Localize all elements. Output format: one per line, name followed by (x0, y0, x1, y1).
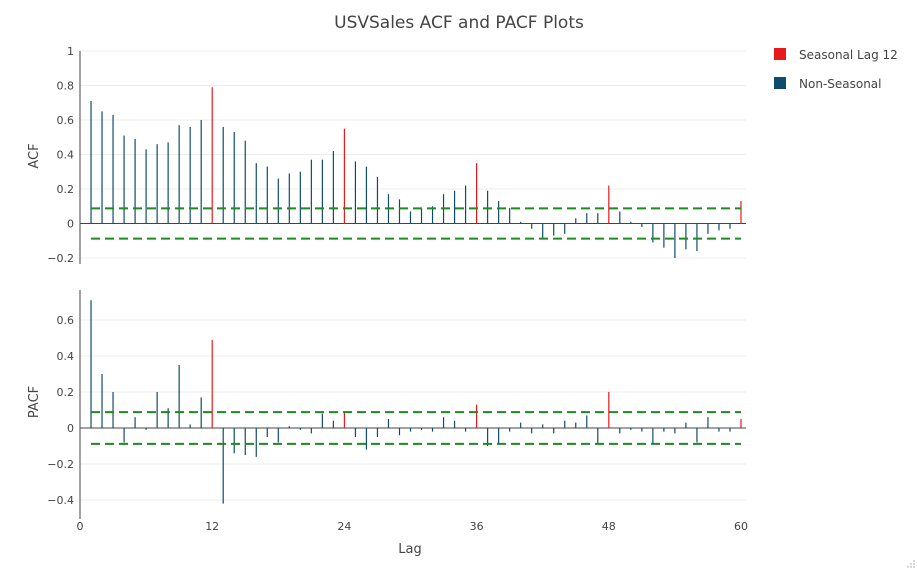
legend-swatch-seasonal (774, 48, 786, 60)
pacf-y-tick-label: −0.2 (47, 458, 74, 471)
legend-item-seasonal[interactable]: Seasonal Lag 12 (774, 48, 898, 62)
x-tick-label: 48 (602, 520, 616, 533)
x-tick-label: 36 (470, 520, 484, 533)
acf-y-tick-label: 0.4 (57, 149, 75, 162)
legend-label-seasonal: Seasonal Lag 12 (799, 48, 898, 62)
acf-confidence-lines (91, 207, 741, 240)
chart-title: USVSales ACF and PACF Plots (334, 13, 584, 33)
pacf-bars (90, 300, 742, 504)
pacf-panel: −0.4 −0.2 0 0.2 0.4 0.6 PACF (27, 290, 746, 519)
pacf-y-tick-labels: −0.4 −0.2 0 0.2 0.4 0.6 (47, 314, 74, 507)
pacf-y-tick-label: 0.2 (57, 386, 75, 399)
x-tick-label: 0 (77, 520, 84, 533)
acf-gridlines (79, 50, 746, 264)
pacf-axis-title: PACF (27, 386, 42, 418)
acf-y-tick-label: 1 (67, 45, 74, 58)
acf-y-tick-label: 0.8 (57, 80, 75, 93)
x-tick-label: 60 (734, 520, 748, 533)
legend-item-non-seasonal[interactable]: Non-Seasonal (774, 77, 882, 91)
x-tick-label: 12 (205, 520, 219, 533)
pacf-y-tick-label: 0 (67, 422, 74, 435)
x-tick-label: 24 (337, 520, 351, 533)
acf-y-tick-labels: −0.2 0 0.2 0.4 0.6 0.8 1 (47, 45, 74, 265)
x-tick-labels: 0 12 24 36 48 60 (77, 520, 749, 533)
pacf-gridlines (79, 290, 746, 519)
pacf-confidence-lines (91, 411, 741, 445)
acf-bars (90, 87, 742, 258)
x-axis-title: Lag (398, 542, 421, 557)
legend[interactable]: Seasonal Lag 12 Non-Seasonal (774, 48, 898, 91)
acf-y-tick-label: 0 (67, 218, 74, 231)
acf-y-tick-label: 0.2 (57, 183, 75, 196)
acf-panel: −0.2 0 0.2 0.4 0.6 0.8 1 ACF (27, 45, 746, 265)
legend-swatch-non-seasonal (774, 77, 786, 89)
pacf-y-tick-label: 0.6 (57, 314, 75, 327)
pacf-y-tick-label: 0.4 (57, 350, 75, 363)
acf-y-tick-label: 0.6 (57, 114, 75, 127)
acf-axis-title: ACF (27, 143, 42, 168)
acf-y-tick-label: −0.2 (47, 252, 74, 265)
resize-handle-icon[interactable] (907, 560, 915, 568)
legend-label-non-seasonal: Non-Seasonal (799, 77, 882, 91)
pacf-y-tick-label: −0.4 (47, 494, 74, 507)
